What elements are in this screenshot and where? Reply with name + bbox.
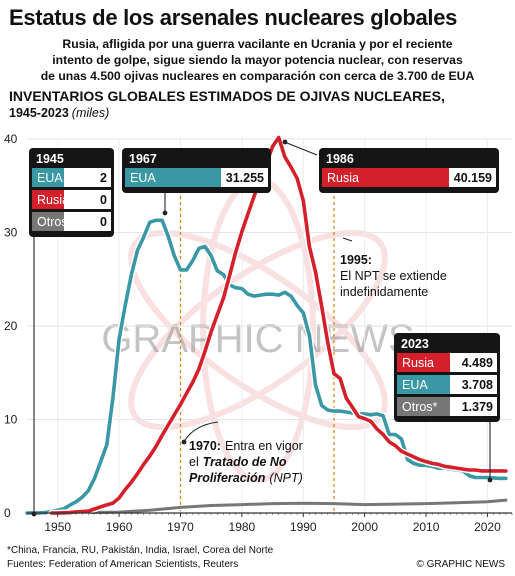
value-box-year: 1967 bbox=[129, 152, 157, 166]
chart-period: 1945-2023 (miles) bbox=[9, 106, 109, 120]
leader-1945-dot bbox=[31, 511, 37, 517]
value-row-label: Rusia bbox=[327, 171, 359, 185]
leader-1995 bbox=[342, 237, 353, 242]
value-box-1986: 1986 Rusia 40.159 bbox=[319, 148, 499, 193]
y-tick-label: 10 bbox=[4, 413, 18, 427]
leader-2023-dot bbox=[487, 477, 493, 483]
note-1995-line: El NPT se extiende bbox=[340, 269, 447, 283]
x-tick-label: 1950 bbox=[44, 520, 71, 534]
value-box-1945: 1945 EUA 2 Rusia 0 Otros* 0 bbox=[29, 148, 114, 237]
event-lines bbox=[179, 178, 335, 513]
value-cell-bg bbox=[64, 168, 111, 187]
value-row-label: EUA bbox=[37, 171, 63, 185]
value-row-value: 31.255 bbox=[226, 171, 264, 185]
headline: Estatus de los arsenales nucleares globa… bbox=[9, 5, 458, 30]
deck-line-2: intento de golpe, sigue siendo la mayor … bbox=[52, 53, 463, 67]
leader-1970 bbox=[184, 421, 219, 441]
note-1970-line: (NPT) bbox=[269, 471, 302, 485]
value-cell-bg bbox=[449, 168, 496, 187]
y-tick-label: 30 bbox=[4, 226, 18, 240]
series-line-others bbox=[25, 498, 508, 515]
value-row-label: Otros* bbox=[37, 215, 73, 229]
value-cell-bg bbox=[450, 397, 497, 416]
x-tick-label: 1970 bbox=[167, 520, 194, 534]
note-1995: 1995: El NPT se extiende indefinidamente bbox=[340, 253, 447, 299]
deck-line-1: Rusia, afligida por una guerra vacilante… bbox=[62, 37, 453, 51]
value-box-2023: 2023 Rusia 4.489 EUA 3.708 Otros* 1.379 bbox=[394, 333, 500, 422]
leader-1970-dot bbox=[181, 439, 187, 445]
value-row-value: 4.489 bbox=[462, 356, 493, 370]
leader-1986-dot bbox=[282, 139, 288, 145]
x-tick-label: 1990 bbox=[290, 520, 317, 534]
chart-title: INVENTARIOS GLOBALES ESTIMADOS DE OJIVAS… bbox=[9, 88, 445, 104]
value-cell-bg bbox=[64, 190, 111, 209]
value-cell-bg bbox=[450, 353, 497, 372]
value-cell-bg bbox=[450, 375, 497, 394]
note-1995-line: indefinidamente bbox=[340, 285, 428, 299]
note-1970-treaty: Proliferación bbox=[189, 471, 266, 485]
y-tick-label: 0 bbox=[4, 506, 11, 520]
x-tick-label: 2020 bbox=[474, 520, 501, 534]
value-row-label: EUA bbox=[130, 171, 156, 185]
deck-line-3: de unas 4.500 ojivas nucleares en compar… bbox=[40, 69, 475, 83]
value-row-label: Otros* bbox=[402, 400, 438, 414]
value-row-value: 0 bbox=[100, 215, 107, 229]
x-tick-label: 1960 bbox=[106, 520, 133, 534]
x-tick-label: 2000 bbox=[351, 520, 378, 534]
series-line-russia bbox=[49, 135, 508, 515]
value-cell-bg bbox=[64, 212, 111, 231]
value-cell-bg bbox=[221, 168, 268, 187]
note-1995-year: 1995: bbox=[340, 253, 372, 267]
value-box-year: 1945 bbox=[36, 152, 64, 166]
value-box-1967: 1967 EUA 31.255 bbox=[122, 148, 271, 193]
annotations: 1995: El NPT se extiende indefinidamente19… bbox=[31, 139, 493, 517]
value-row-value: 3.708 bbox=[462, 378, 493, 392]
value-row-value: 1.379 bbox=[462, 400, 493, 414]
watermark-text: GRAPHIC NEWS bbox=[101, 317, 414, 361]
leader-1967-dot bbox=[162, 210, 168, 216]
value-row-value: 2 bbox=[100, 171, 107, 185]
note-1970-line: Entra en vigor bbox=[225, 439, 303, 453]
value-row-label: Rusia bbox=[402, 356, 434, 370]
value-box-year: 2023 bbox=[401, 337, 429, 351]
footnote: *China, Francia, RU, Pakistán, India, Is… bbox=[7, 545, 274, 556]
note-1970: 1970: Entra en vigor el Tratado de No Prolif… bbox=[189, 439, 303, 485]
value-row-label: Rusia bbox=[37, 193, 69, 207]
series-lines bbox=[23, 134, 510, 517]
x-tick-label: 2010 bbox=[413, 520, 440, 534]
note-1970-treaty: Tratado de No bbox=[203, 455, 287, 469]
value-box-year: 1986 bbox=[326, 152, 354, 166]
sources: Fuentes: Federation of American Scientis… bbox=[7, 559, 239, 570]
chart-period-years: 1945-2023 bbox=[9, 106, 69, 120]
value-row-label: EUA bbox=[402, 378, 428, 392]
y-tick-label: 20 bbox=[4, 319, 18, 333]
value-row-value: 0 bbox=[100, 193, 107, 207]
x-tick-label: 1980 bbox=[229, 520, 256, 534]
note-1970-line: el bbox=[189, 455, 199, 469]
note-1970-year: 1970: bbox=[189, 439, 221, 453]
leader-1986 bbox=[286, 142, 318, 156]
credit: © GRAPHIC NEWS bbox=[416, 559, 506, 570]
chart-unit: (miles) bbox=[71, 106, 110, 120]
value-row-value: 40.159 bbox=[454, 171, 492, 185]
value-boxes: 1945 EUA 2 Rusia 0 Otros* 0 1967 EUA 31.255 1986 Ru… bbox=[29, 148, 500, 422]
series-line-usa bbox=[25, 218, 508, 515]
y-tick-label: 40 bbox=[4, 132, 18, 146]
